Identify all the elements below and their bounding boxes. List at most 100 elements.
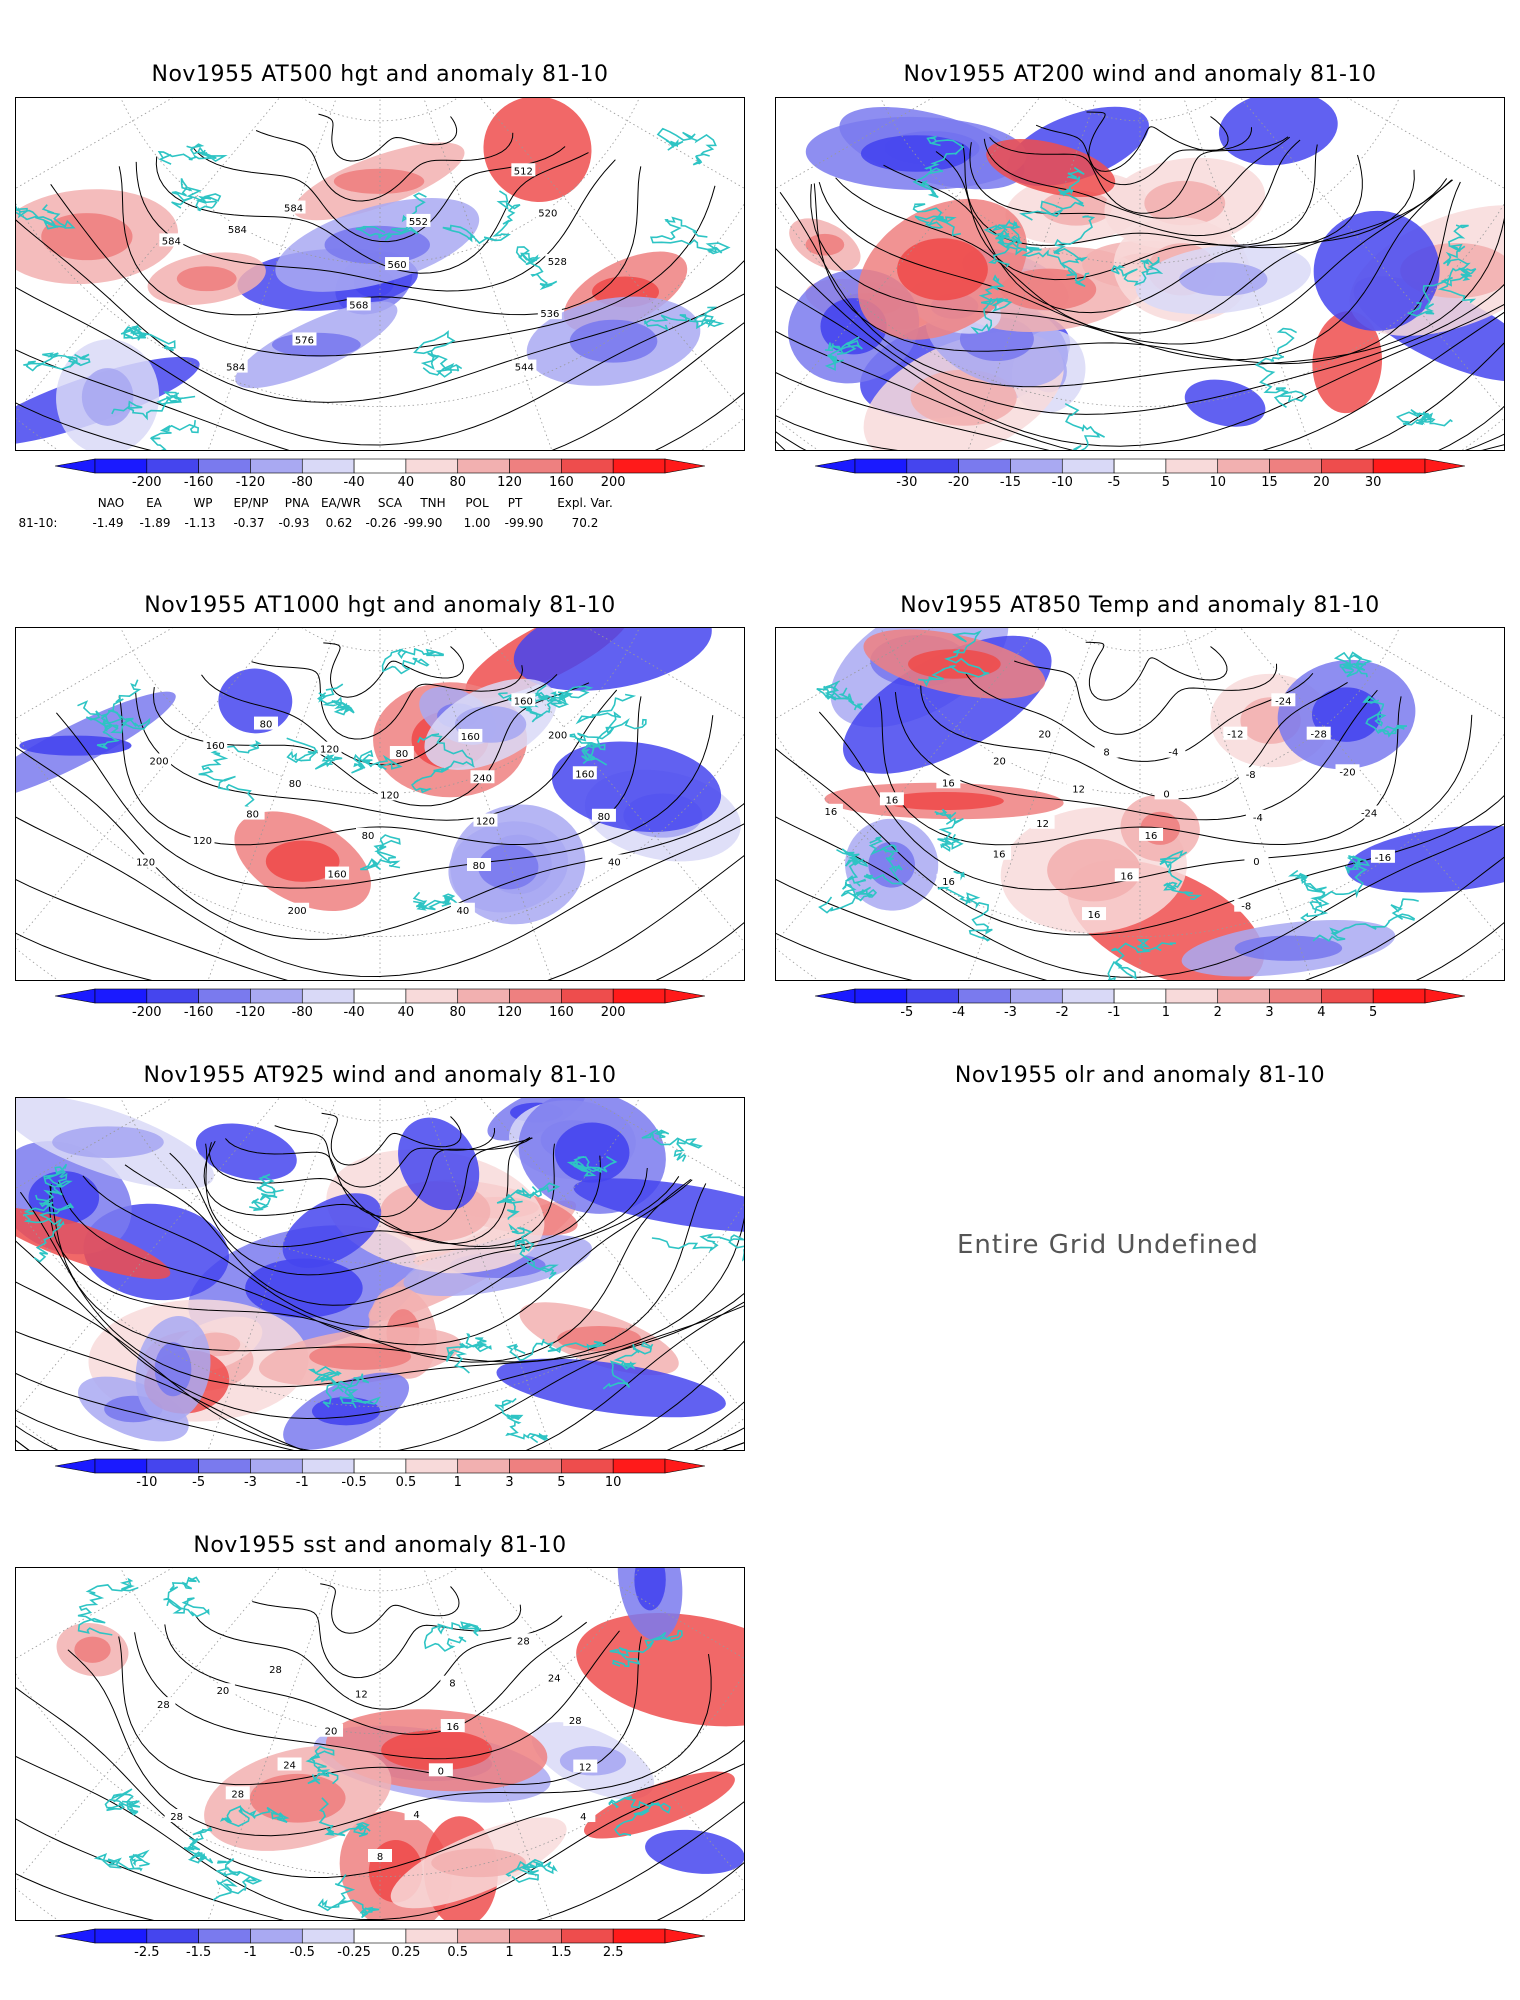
contour-line: [134, 1630, 620, 1760]
colorbar-swatch: [561, 1458, 614, 1474]
contour-label-bg: [458, 728, 483, 742]
contour-label: -24: [1361, 809, 1377, 820]
map-frame-p5: [15, 1097, 745, 1451]
contour-label: -16: [1375, 853, 1391, 864]
contour-line: [318, 113, 458, 162]
colorbar-tick-label: 10: [1209, 475, 1226, 490]
coastline: [163, 1576, 210, 1618]
coastline: [35, 1163, 73, 1208]
anomaly-shading-core: [860, 135, 972, 172]
colorbar-swatch: [94, 1458, 148, 1474]
contour-label-bg: [818, 803, 843, 817]
contour-label: 576: [295, 335, 314, 346]
contour-line: [894, 689, 1378, 821]
coastline: [1110, 256, 1164, 287]
colorbar-swatch: [94, 1928, 148, 1944]
colorbar-tick-label: 40: [397, 475, 415, 490]
map-content: [16, 98, 744, 450]
map-canvas-p7: 28 24 28 12 4 8 16 0 4 8 12 20 24 28 28 28 20 28: [16, 1568, 744, 1920]
contour-label: 200: [548, 731, 567, 742]
contour-label-bg: [292, 332, 317, 346]
contour-label-bg: [1094, 744, 1119, 758]
undefined-grid-message: Entire Grid Undefined: [957, 1230, 1259, 1260]
contour-label: 28: [269, 1665, 282, 1676]
longitude-line: [174, 628, 381, 980]
contour-label: 12: [355, 1689, 368, 1700]
colorbar-swatch: [94, 988, 148, 1004]
coastline: [937, 870, 993, 942]
colorbar-tick-label: 5: [1369, 1005, 1378, 1020]
contour-label-bg: [1139, 827, 1164, 841]
longitude-line: [1139, 628, 1504, 968]
colorbar-tick-label: -30: [896, 475, 918, 490]
colorbar-swatch: [1321, 458, 1374, 474]
anomaly-shading-core: [1144, 180, 1226, 226]
tele-header: PNA: [284, 496, 310, 510]
contour-label-bg: [1306, 726, 1331, 740]
coastline: [77, 1577, 139, 1636]
colorbar-swatch: [854, 988, 908, 1004]
anomaly-shading: [195, 1123, 297, 1181]
contour-label-bg: [389, 746, 414, 760]
contour-label-bg: [537, 306, 562, 320]
map-content: [16, 1568, 744, 1920]
coastline: [146, 420, 200, 450]
contour-label-bg: [225, 1786, 250, 1800]
colorbar-swatch: [1113, 458, 1167, 474]
contour-label: 160: [575, 769, 594, 780]
colorbar-arrow-left: [815, 458, 856, 474]
streamline: [813, 181, 1461, 365]
colorbar-tick-label: -3: [243, 1475, 257, 1490]
colorbar-swatch: [405, 458, 459, 474]
colorbar-tick-label: -0.5: [289, 1945, 315, 1960]
colorbar-tick-label: -200: [132, 1005, 162, 1020]
anomaly-shading-core: [176, 266, 237, 292]
panel-title-p3: Nov1955 AT1000 hgt and anomaly 81-10: [144, 593, 616, 618]
anomaly-shading: [573, 1178, 744, 1232]
contour-line: [776, 728, 1504, 936]
coastline: [602, 1341, 654, 1390]
streamline: [208, 1137, 533, 1234]
contour-line: [118, 166, 642, 316]
contour-label-bg: [349, 1686, 374, 1700]
colorbar-tick-label: 5: [1161, 475, 1171, 490]
contour-label-bg: [563, 1712, 588, 1726]
contour-label: 80: [260, 720, 273, 731]
contour-line: [252, 1601, 522, 1679]
coastline: [1314, 855, 1371, 914]
coastline: [359, 834, 401, 871]
anomaly-shading: [16, 1207, 171, 1280]
colorbar-arrow-left: [815, 988, 856, 1004]
coastline: [442, 190, 521, 245]
colorbar-swatch: [301, 988, 355, 1004]
colorbar-tick-label: -10: [136, 1475, 158, 1490]
colorbar-swatch: [457, 1458, 510, 1474]
contour-label: 12: [579, 1763, 592, 1774]
contour-label-bg: [285, 902, 310, 916]
contour-label-bg: [450, 902, 475, 916]
colorbar-tick-label: 20: [1313, 475, 1330, 490]
colorbar-p1: -200 -160 -120 -80 -40 40 80 120 160 200: [55, 458, 705, 494]
colorbar-swatch: [94, 458, 148, 474]
contour-label: 120: [320, 745, 339, 756]
coastline: [644, 306, 725, 331]
contour-line: [776, 746, 1504, 978]
anomaly-shading: [513, 628, 712, 691]
contour-label: 80: [246, 810, 259, 821]
coastline: [998, 219, 1066, 269]
contour-label-bg: [545, 727, 570, 741]
anomaly-shading-core: [554, 1122, 630, 1183]
tele-value: -99.90: [504, 516, 544, 530]
coastline: [608, 1796, 672, 1837]
colorbar-tick-label: 3: [505, 1475, 514, 1490]
contour-label: 0: [1163, 789, 1169, 800]
anomaly-shading-core: [74, 1636, 111, 1663]
streamline: [16, 1217, 744, 1450]
coastline: [1312, 898, 1419, 942]
contour-label-bg: [936, 873, 961, 887]
colorbar-tick-label: -5: [192, 1475, 206, 1490]
teleconnection-values: 81-10: -1.49 -1.89 -1.13 -0.37 -0.93 0.6…: [0, 516, 760, 532]
contour-label-bg: [1357, 805, 1382, 819]
contour-label-bg: [428, 1763, 453, 1777]
coastline: [77, 700, 123, 750]
